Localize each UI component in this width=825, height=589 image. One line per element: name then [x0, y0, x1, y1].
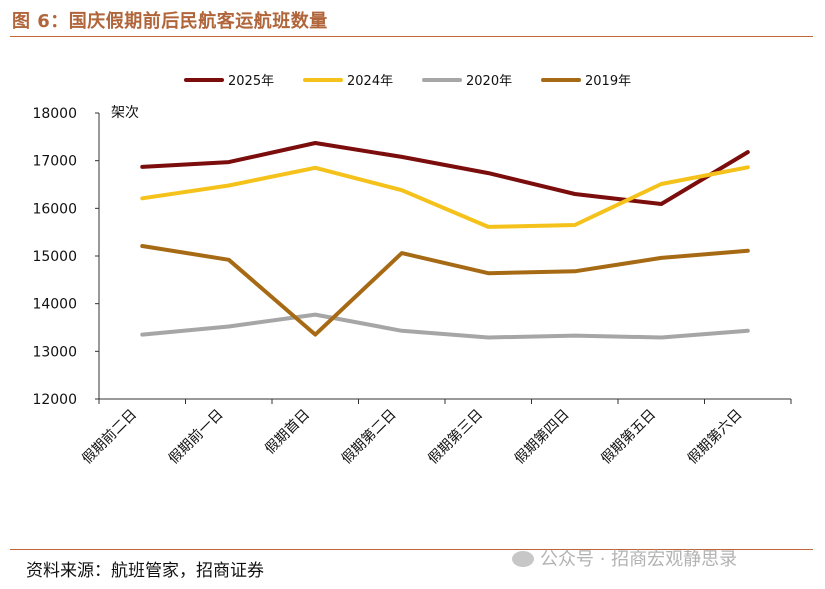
line-chart: 2025年 2024年 2020年 2019年 12000 13000 14000 1500…: [32, 74, 792, 467]
y-axis-unit: 架次: [111, 105, 139, 121]
x-category-label: 假期首日: [262, 407, 313, 458]
y-tick-label: 17000: [32, 154, 77, 170]
chart-axes: [95, 112, 792, 404]
x-category-label: 假期第五日: [598, 406, 660, 468]
series-line-2: [140, 312, 750, 340]
watermark-text: 公众号 · 招商宏观静思录: [540, 549, 738, 570]
series-line-3: [140, 244, 750, 337]
legend-label-1: 2024年: [347, 74, 393, 89]
series-line-1: [140, 165, 750, 229]
wechat-icon: [512, 551, 534, 567]
source-note: 资料来源：航班管家，招商证券: [26, 561, 264, 581]
x-category-label: 假期第六日: [684, 406, 746, 468]
legend-label-0: 2025年: [228, 74, 274, 89]
y-tick-label: 18000: [32, 106, 77, 122]
title-divider: [10, 36, 813, 37]
x-category-label: 假期第三日: [425, 406, 487, 468]
watermark: 公众号 · 招商宏观静思录: [512, 545, 737, 571]
y-tick-label: 13000: [32, 344, 77, 360]
chart-legend: 2025年 2024年 2020年 2019年: [184, 74, 631, 89]
series-line-0: [140, 141, 750, 206]
chart-series: [140, 141, 750, 340]
x-category-label: 假期第二日: [338, 406, 400, 468]
y-tick-label: 14000: [32, 297, 77, 313]
footer-divider: [10, 549, 813, 550]
legend-label-2: 2020年: [466, 74, 512, 89]
x-category-label: 假期第四日: [511, 406, 573, 468]
legend-label-3: 2019年: [585, 74, 631, 89]
x-category-label: 假期前一日: [165, 406, 227, 468]
y-tick-label: 12000: [32, 392, 77, 408]
x-category-label: 假期前二日: [79, 406, 141, 468]
chart-title: 图 6：国庆假期前后民航客运航班数量: [12, 11, 328, 32]
y-tick-label: 16000: [32, 201, 77, 217]
chart-labels: 12000 13000 14000 15000 16000 17000 18000 架次假期前…: [32, 105, 745, 467]
y-tick-label: 15000: [32, 249, 77, 265]
